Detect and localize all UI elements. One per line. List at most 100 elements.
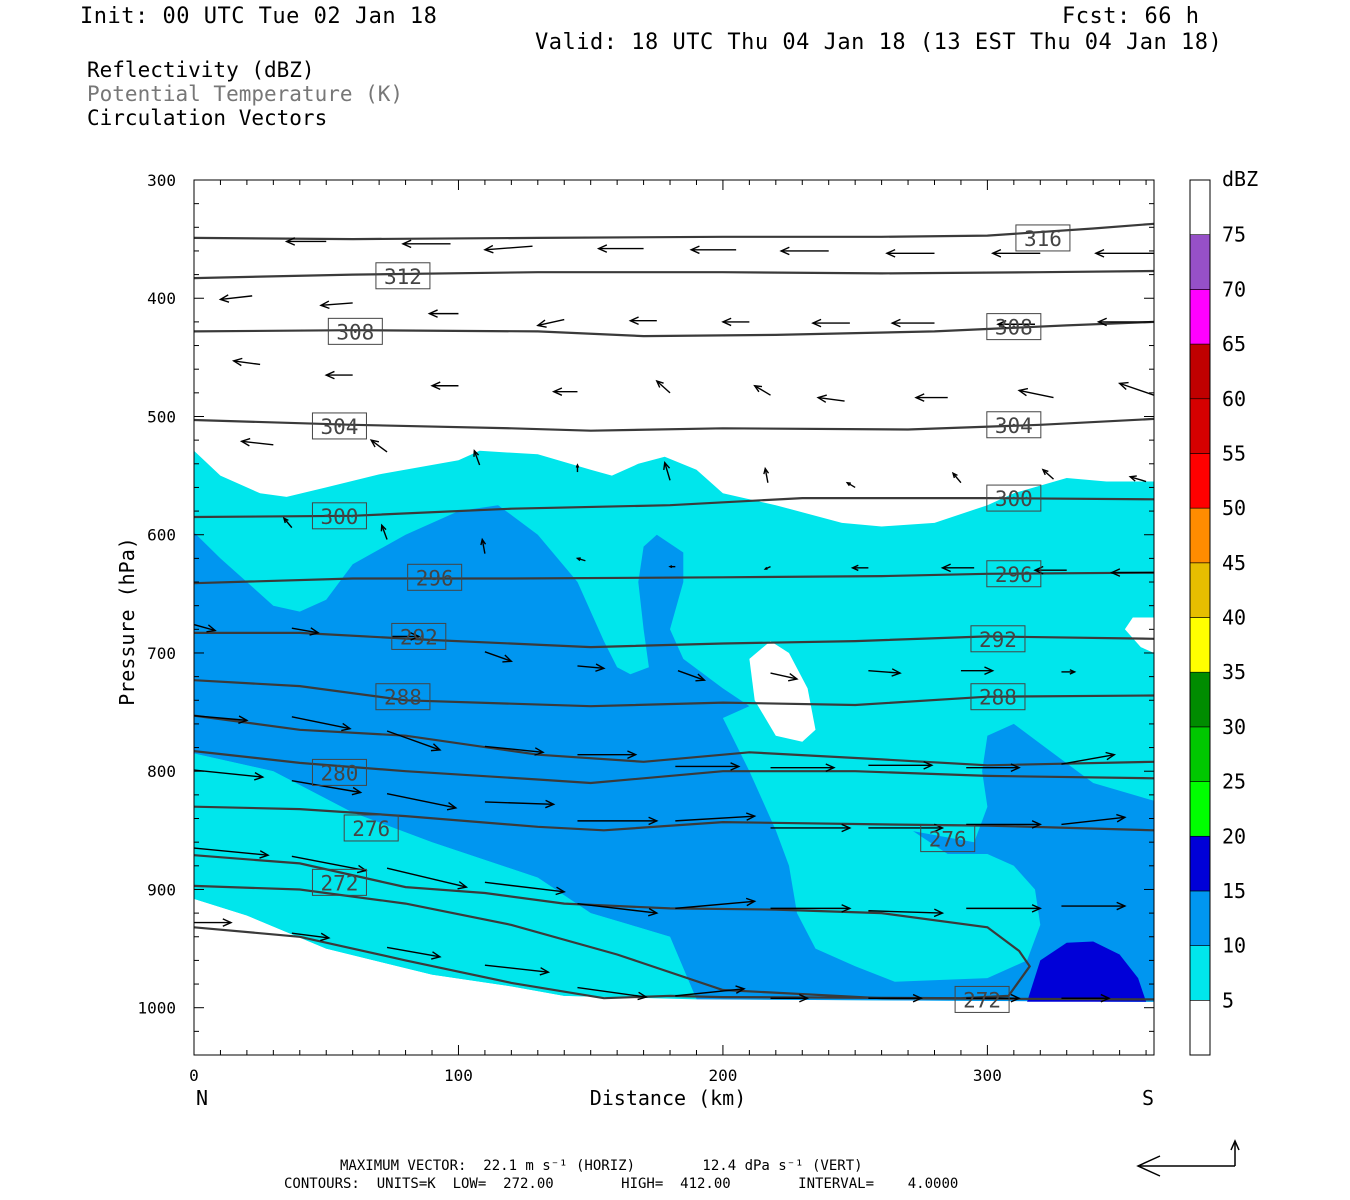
vector-shaft	[484, 651, 512, 662]
vector-head	[1069, 669, 1077, 675]
contour-label-box	[311, 412, 367, 440]
contour-label-text: 276	[929, 828, 967, 852]
vector-head	[351, 786, 363, 796]
colorbar-box	[1189, 234, 1211, 290]
contour-label: 288	[970, 683, 1026, 711]
circulation-vector	[386, 946, 442, 960]
circulation-vector	[577, 663, 606, 672]
contour-label-text: 280	[320, 761, 358, 785]
vector-shaft	[484, 245, 533, 251]
vector-shaft	[537, 318, 565, 327]
contour-label-box	[1015, 224, 1071, 252]
vector-shaft	[1061, 816, 1125, 826]
colorbar-box	[1189, 1000, 1211, 1056]
vector-head	[923, 760, 934, 770]
colorbar-level-label: 25	[1222, 770, 1246, 794]
vector-shaft	[577, 902, 657, 914]
vector-head	[721, 317, 732, 327]
vector-shaft	[764, 468, 769, 483]
colorbar-frame	[1189, 179, 1211, 1056]
contour-label: 316	[1015, 224, 1071, 252]
vector-head	[890, 318, 901, 328]
vector-shaft	[386, 946, 441, 958]
field-potential-temperature: Potential Temperature (K)	[87, 82, 404, 106]
contour-label-box	[311, 502, 367, 530]
colorbar-box	[1189, 179, 1211, 235]
plot-frame	[193, 179, 1155, 1056]
vector-shaft	[868, 670, 901, 674]
vector-head	[480, 537, 487, 546]
circulation-vector	[231, 357, 261, 367]
contour-label: 304	[311, 412, 367, 440]
colorbar-box	[1189, 726, 1211, 782]
circulation-vector	[675, 985, 746, 997]
circulation-vector	[401, 239, 451, 249]
vector-head	[779, 246, 790, 256]
contour-label-box	[986, 560, 1042, 588]
circulation-vector	[966, 763, 1021, 772]
vector-head	[1017, 387, 1029, 397]
contour-label: 312	[375, 262, 431, 290]
valid-time: Valid: 18 UTC Thu 04 Jan 18 (13 EST Thu …	[535, 30, 1223, 55]
contour-info-note: CONTOURS: UNITS=K LOW= 272.00 HIGH= 412.…	[284, 1176, 959, 1192]
contour-label: 292	[391, 622, 447, 650]
circulation-vector	[596, 244, 644, 253]
theta-contour	[194, 222, 1154, 241]
vector-head	[811, 318, 822, 328]
colorbar-box	[1189, 507, 1211, 564]
circulation-vector	[1041, 468, 1054, 480]
contour-label-box	[311, 758, 367, 786]
circulation-vector	[577, 816, 659, 826]
vector-head	[446, 802, 458, 811]
vector-head	[483, 244, 494, 254]
contour-label-box	[986, 484, 1042, 512]
circulation-vector	[480, 537, 487, 554]
circulation-vector	[291, 855, 368, 874]
reflectivity-region	[194, 753, 697, 1000]
vector-head	[473, 449, 480, 457]
vector-head	[735, 985, 746, 994]
vector-head	[912, 993, 923, 1003]
circulation-vector	[990, 249, 1041, 258]
circulation-vector	[996, 319, 1035, 329]
vector-head	[788, 673, 799, 682]
circulation-vector	[291, 932, 331, 942]
vector-head	[753, 384, 763, 393]
circulation-vector	[194, 623, 217, 633]
contour-label: 272	[311, 868, 367, 896]
vector-head	[551, 387, 563, 396]
colorbar-box	[1189, 343, 1211, 400]
circulation-vector	[1117, 381, 1154, 396]
colorbar-level-label: 50	[1222, 496, 1246, 520]
vector-head	[356, 864, 368, 874]
theta-contour	[194, 884, 1154, 1001]
contour-label: 288	[375, 683, 431, 711]
axis-end-south: S	[1142, 1086, 1154, 1110]
circulation-vector	[386, 730, 442, 752]
contour-label-text: 304	[320, 415, 358, 439]
field-circulation-vectors: Circulation Vectors	[87, 106, 328, 130]
vector-shaft	[770, 672, 798, 680]
vector-head	[1117, 381, 1129, 391]
theta-contour	[194, 679, 1154, 708]
circulation-vector	[668, 565, 676, 569]
vector-head	[1094, 249, 1105, 258]
colorbar-box	[1189, 671, 1211, 728]
vector-head	[984, 666, 995, 676]
circulation-vector	[392, 632, 421, 641]
contour-label-text: 288	[384, 686, 422, 710]
vector-head	[841, 823, 852, 833]
colorbar-level-label: 20	[1222, 824, 1246, 848]
circulation-vector	[1061, 993, 1111, 1003]
vector-shaft	[675, 988, 745, 997]
circulation-vector	[291, 779, 363, 796]
vector-head	[324, 370, 335, 380]
contour-label-box	[311, 868, 367, 896]
contour-label: 300	[986, 484, 1042, 512]
colorbar-box	[1189, 562, 1211, 618]
circulation-vector	[677, 670, 707, 682]
vector-head	[545, 799, 556, 809]
vector-shaft	[664, 462, 671, 481]
y-tick-label: 400	[147, 289, 176, 308]
contour-label-text: 296	[416, 566, 454, 590]
